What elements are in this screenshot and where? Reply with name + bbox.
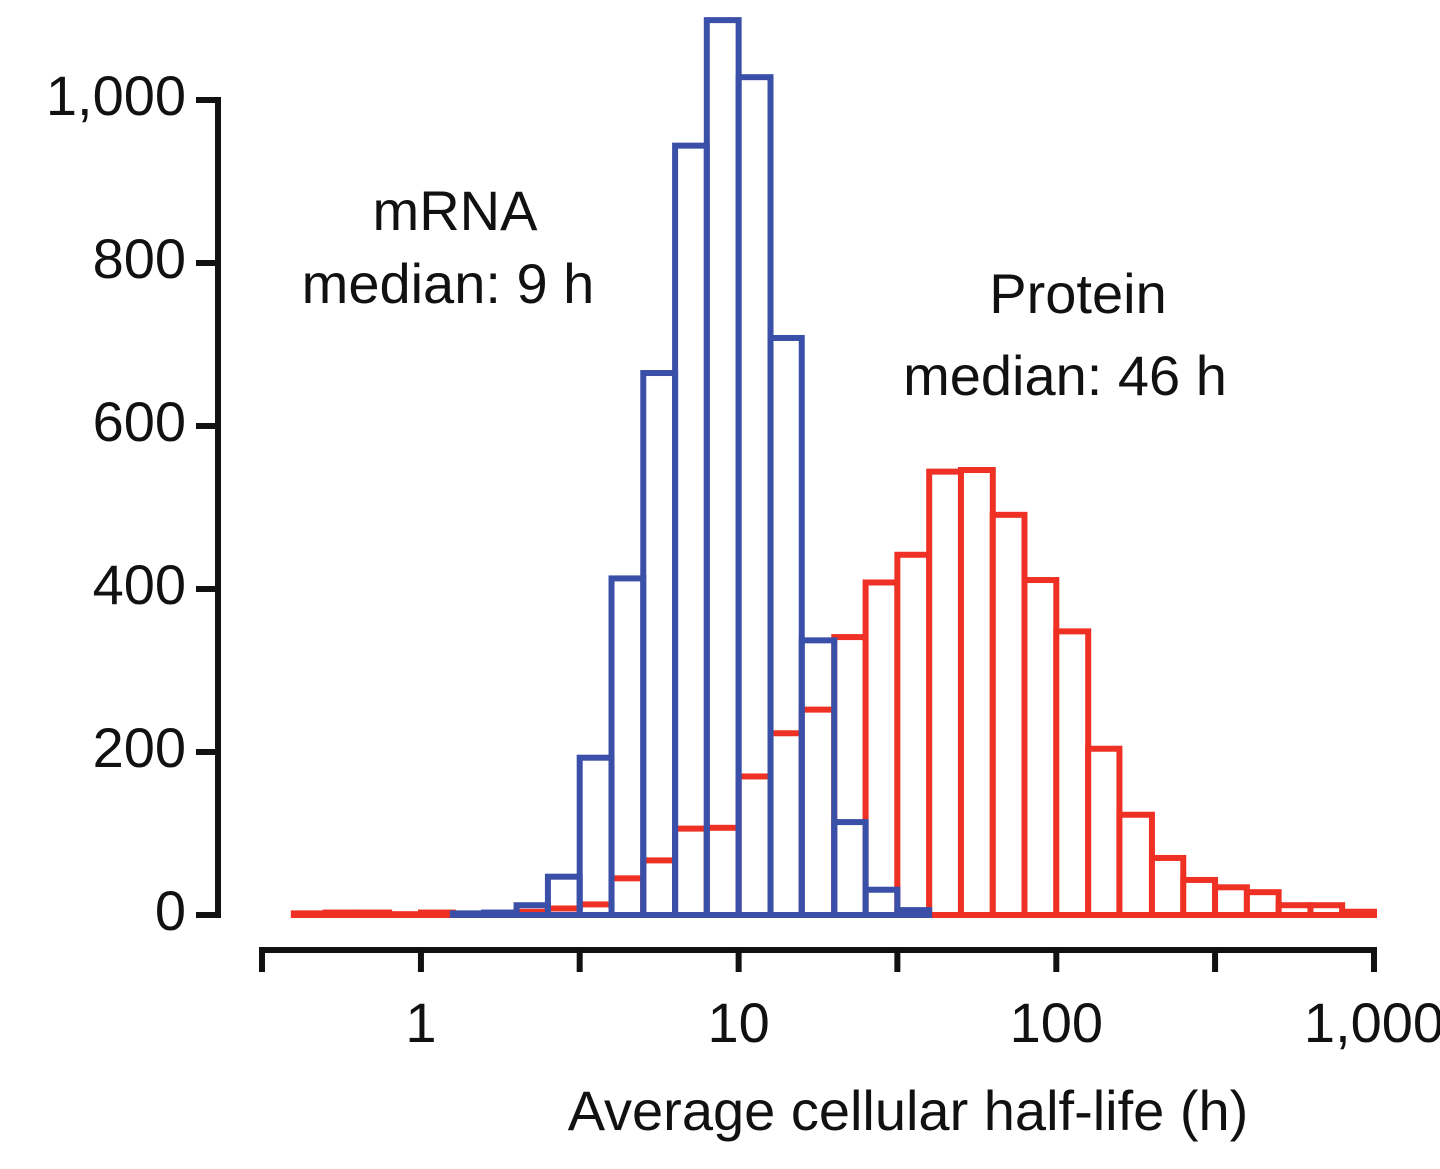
histogram-bar: [290, 910, 329, 918]
histogram-bar: [703, 824, 742, 918]
histogram-bar: [672, 825, 710, 918]
y-tick-label: 400: [93, 553, 186, 616]
histogram-bar: [1212, 884, 1250, 918]
histogram-bar: [1053, 628, 1092, 918]
histogram-bar: [894, 551, 933, 919]
histogram-bar: [989, 511, 1028, 919]
histogram-bar: [703, 17, 742, 918]
histogram-bar: [576, 754, 615, 919]
y-tick-label: 0: [155, 879, 186, 942]
histogram-bar: [417, 909, 456, 918]
histogram-bar: [862, 886, 901, 918]
histogram-bar: [1243, 889, 1282, 918]
histogram-bar: [735, 773, 774, 919]
histogram-bar: [862, 579, 901, 918]
histogram-bar: [798, 637, 838, 918]
histogram-bar: [831, 819, 869, 919]
histogram-bar: [1148, 854, 1187, 919]
histogram-bar: [831, 634, 869, 919]
histogram-bar: [798, 706, 838, 918]
histogram-bar: [386, 911, 424, 918]
histogram-bar: [1275, 902, 1314, 918]
histogram-bar: [481, 909, 520, 918]
y-tick-label: 600: [93, 390, 186, 453]
annotation: median: 46 h: [903, 344, 1227, 407]
histogram-bar: [926, 468, 964, 918]
x-tick-label: 10: [707, 991, 769, 1054]
histogram-bar: [894, 907, 933, 918]
histogram-bar: [608, 875, 647, 919]
histogram-bar: [449, 910, 488, 918]
histogram-bar: [1085, 745, 1123, 918]
x-tick-label: 1: [405, 991, 436, 1054]
histogram-bar: [608, 575, 647, 919]
x-tick-label: 1,000: [1304, 991, 1440, 1054]
histogram-bar: [1307, 902, 1346, 918]
x-tick-label: 100: [1010, 991, 1103, 1054]
histogram-bar: [957, 467, 996, 918]
histogram-bar: [640, 370, 679, 918]
histogram-bar: [767, 730, 805, 918]
histogram-bar: [767, 334, 805, 919]
histogram-bar: [1180, 876, 1219, 919]
y-tick-label: 200: [93, 716, 186, 779]
histogram-bar: [322, 909, 361, 918]
histogram-bar: [354, 909, 393, 918]
histogram-bar: [1021, 577, 1060, 918]
y-tick-label: 800: [93, 227, 186, 290]
series-label: Protein: [989, 262, 1166, 325]
histogram-bar: [672, 142, 710, 918]
y-tick-label: 1,000: [46, 64, 186, 127]
histogram-bar: [1339, 908, 1378, 918]
series-label: mRNA: [373, 179, 539, 242]
histogram-bar: [640, 857, 679, 919]
x-axis-label: Average cellular half-life (h): [568, 1079, 1249, 1142]
annotation: median: 9 h: [302, 252, 595, 315]
histogram-bar: [1116, 811, 1155, 919]
